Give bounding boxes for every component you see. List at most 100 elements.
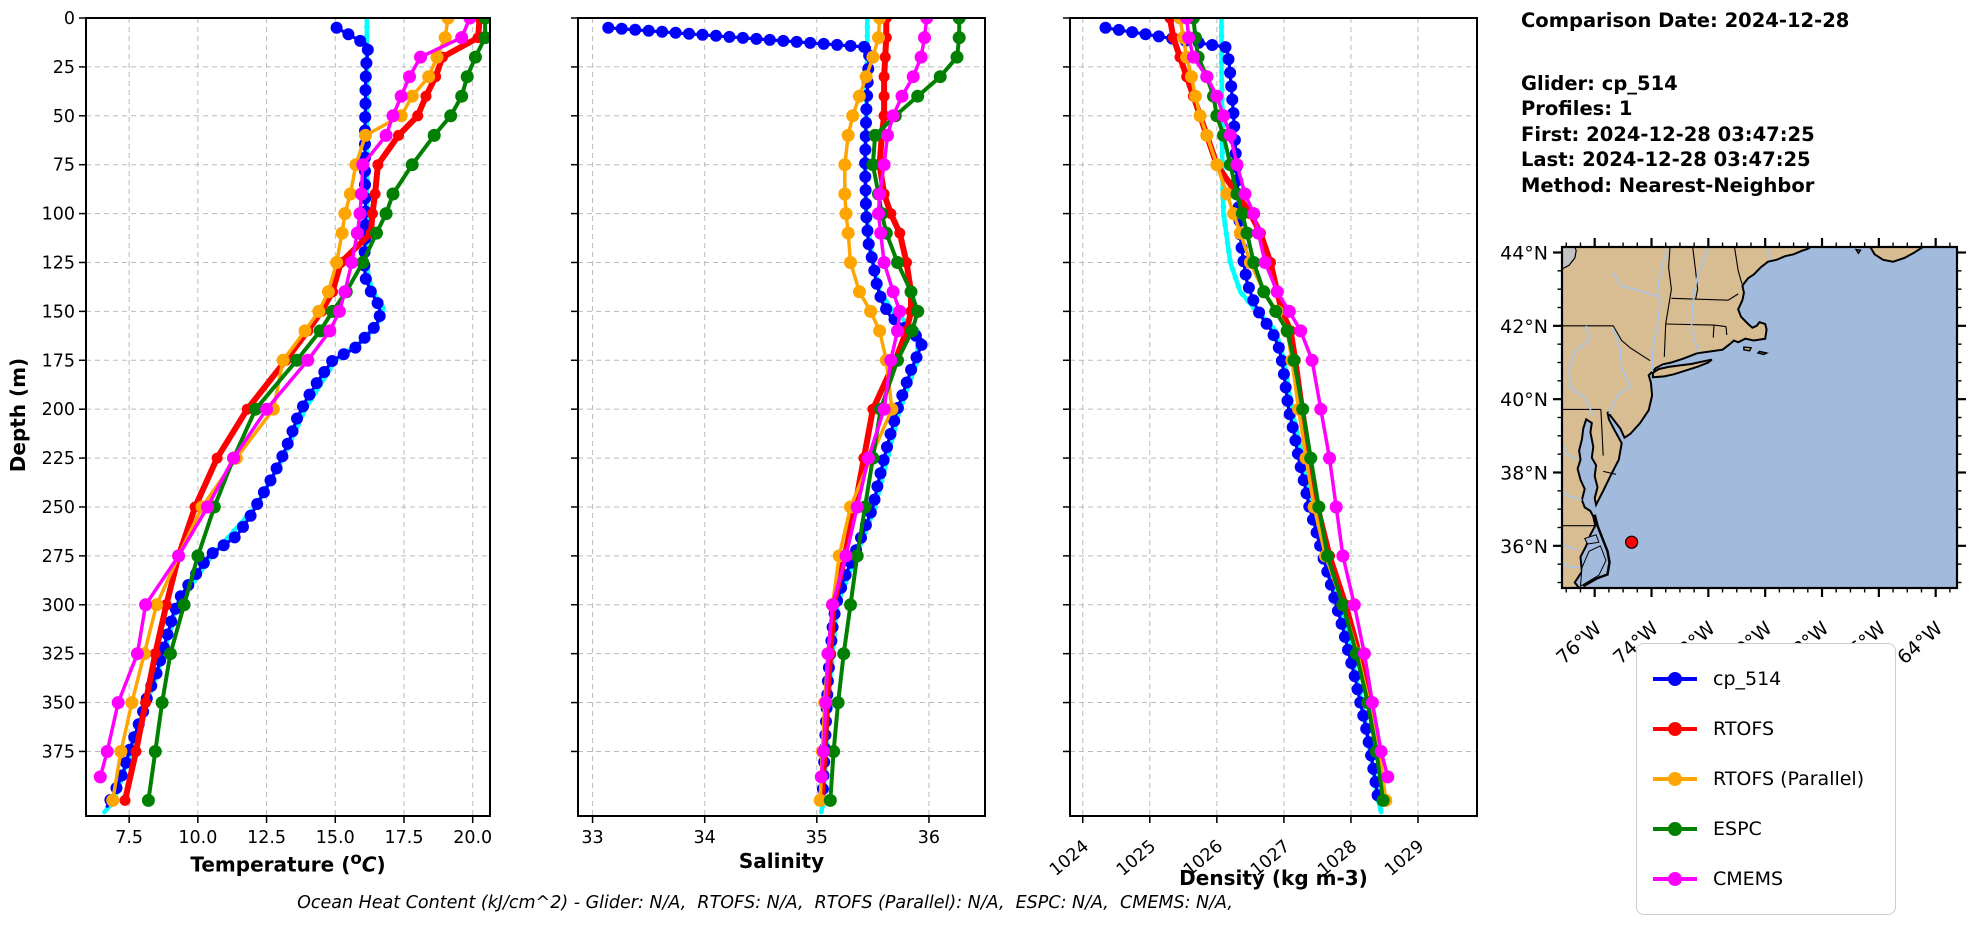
series-cp-514-marker	[1112, 23, 1125, 36]
island	[1854, 248, 1862, 255]
series-cmems-marker	[1182, 31, 1196, 45]
outer-banks	[1582, 514, 1611, 588]
state-border	[1725, 326, 1728, 336]
state-border	[1733, 247, 1743, 284]
map-lon-label: 64°W	[1893, 617, 1947, 669]
series-rtofs-parallel-marker	[846, 109, 860, 123]
series-cp-514-marker	[1351, 683, 1364, 696]
series-cp-514-marker	[360, 57, 373, 70]
series-espc-marker	[356, 256, 370, 269]
series-rtofs-parallel-marker	[866, 50, 880, 64]
series-espc-marker	[427, 128, 441, 142]
series-cmems-marker	[100, 745, 114, 758]
series-cp-514-marker	[896, 389, 909, 402]
series-cmems-marker	[918, 31, 931, 45]
legend-item-rtofs-parallel: RTOFS (Parallel)	[1651, 754, 1895, 804]
series-espc-marker	[950, 50, 964, 64]
series-cmems-marker	[817, 745, 830, 758]
series-cp-514-marker	[1360, 722, 1373, 735]
series-cmems-marker	[227, 451, 241, 465]
series-cp-514-marker	[120, 756, 132, 769]
series-cp-514-marker	[710, 29, 722, 42]
series-cp-514-marker	[874, 290, 887, 303]
series-cmems-marker	[906, 70, 920, 84]
series-cp-514-marker	[900, 376, 913, 389]
legend-item-label: ESPC	[1713, 818, 1762, 840]
series-cp-514-marker	[1297, 474, 1310, 487]
series-glider-raw-marker	[864, 24, 871, 30]
series-cp-514-marker	[888, 415, 901, 427]
series-rtofs-parallel-marker	[438, 31, 452, 45]
series-cp-514-marker	[286, 425, 299, 438]
series-espc-marker	[1312, 500, 1326, 514]
series-espc-marker	[1235, 207, 1249, 221]
series-espc-marker	[904, 285, 918, 299]
series-rtofs-marker	[149, 648, 161, 660]
y-tick-label: 250	[42, 498, 75, 518]
plot-background	[1070, 18, 1477, 816]
series-cp-514-marker	[669, 26, 682, 39]
series-espc-marker	[844, 598, 857, 612]
island	[1743, 346, 1753, 352]
series-cmems-marker	[130, 647, 144, 661]
legend-item-label: RTOFS (Parallel)	[1713, 768, 1865, 790]
series-cmems-marker	[1200, 70, 1214, 84]
series-cmems-marker	[1314, 402, 1328, 416]
series-espc-marker	[891, 256, 904, 269]
series-cp-514-marker	[367, 321, 380, 334]
series-cp-514-marker	[723, 30, 736, 43]
series-cp-514-marker	[642, 24, 655, 37]
series-rtofs-parallel-marker	[321, 285, 335, 299]
series-cp-514-marker	[750, 32, 763, 45]
series-cmems-marker	[826, 598, 839, 612]
series-cp-514-marker	[877, 454, 890, 467]
legend-item-label: CMEMS	[1713, 868, 1784, 890]
y-tick-label: 100	[42, 205, 75, 225]
x-tick-label: 7.5	[115, 828, 143, 848]
series-cmems-marker	[403, 70, 416, 84]
series-cmems-marker	[886, 109, 900, 123]
series-cp-514-marker	[905, 363, 918, 376]
river	[1568, 325, 1595, 417]
lake	[1562, 247, 1577, 270]
series-cp-514-marker	[1335, 617, 1348, 630]
series-rtofs-parallel-marker	[343, 187, 357, 201]
glider-location-marker	[1625, 535, 1639, 549]
series-cmems-marker	[1230, 158, 1244, 172]
series-glider-raw-marker	[1235, 283, 1242, 290]
series-rtofs-parallel-marker	[838, 158, 852, 172]
series-espc-marker	[386, 187, 400, 201]
series-espc-marker	[823, 793, 837, 807]
series-cmems-marker	[861, 451, 875, 465]
series-cp-514-marker	[1289, 434, 1302, 447]
series-glider-raw-marker	[1223, 231, 1230, 237]
series-cp-514-marker	[1152, 30, 1165, 43]
series-espc-marker	[1257, 285, 1271, 299]
series-cp-514-marker	[359, 272, 372, 285]
legend-line-sample	[1653, 872, 1697, 886]
series-cmems-marker	[893, 304, 907, 318]
series-glider-raw-marker	[1227, 257, 1233, 264]
legend: cp_514 RTOFS RTOFS (Parallel) ESPC CMEMS	[1636, 643, 1896, 915]
series-cp-514-marker	[257, 486, 270, 499]
legend-item-label: RTOFS	[1713, 718, 1775, 740]
series-cp-514-marker	[310, 377, 323, 390]
series-cmems-marker	[356, 158, 370, 172]
series-rtofs-marker	[130, 746, 142, 757]
first-line: First: 2024-12-28 03:47:25	[1521, 122, 1815, 146]
river	[1563, 545, 1578, 551]
temperature-axis-label: Temperature (oC)	[190, 849, 386, 877]
method-line: Method: Nearest-Neighbor	[1521, 173, 1815, 197]
series-glider-raw-marker	[1232, 274, 1239, 281]
series-glider-raw-marker	[364, 24, 370, 30]
series-cmems-marker	[891, 324, 904, 338]
legend-line-sample	[1653, 672, 1697, 686]
x-tick-label: 15.0	[316, 828, 355, 848]
series-cp-514-marker	[371, 297, 384, 310]
y-tick-label: 125	[42, 253, 75, 273]
series-rtofs-parallel-marker	[330, 256, 344, 269]
series-cmems-marker	[260, 402, 274, 416]
series-cmems-marker	[1365, 696, 1379, 710]
series-cp-514-marker	[318, 366, 331, 378]
series-cmems-marker	[1238, 187, 1252, 201]
